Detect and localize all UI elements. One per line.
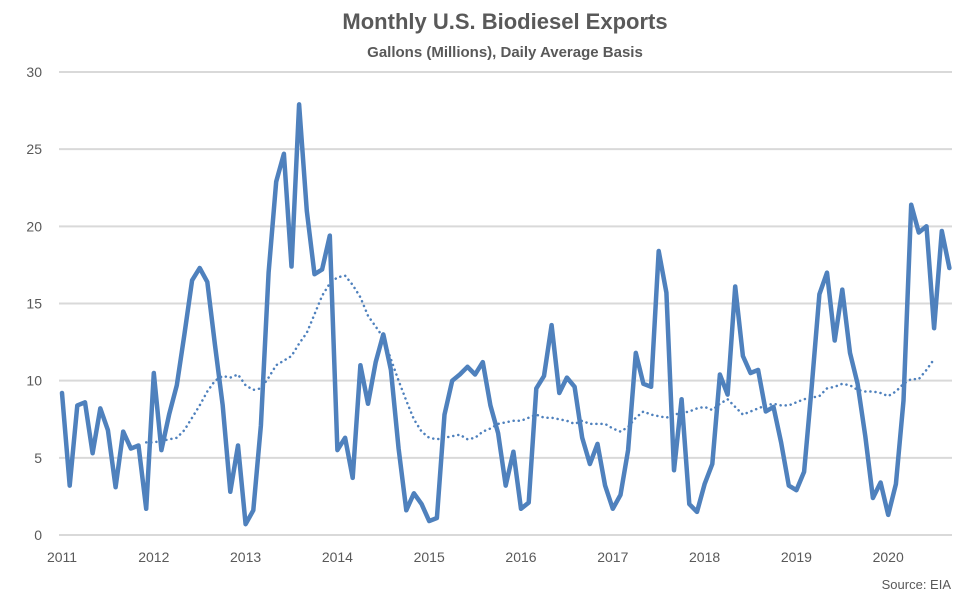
- y-tick-label: 20: [26, 218, 42, 234]
- source-note: Source: EIA: [882, 577, 952, 592]
- y-tick-label: 0: [34, 527, 42, 543]
- series-layer: [59, 102, 952, 527]
- x-tick-label: 2015: [414, 549, 445, 565]
- x-tick-label: 2012: [138, 549, 169, 565]
- y-tick-label: 5: [34, 450, 42, 466]
- x-tick-label: 2016: [505, 549, 536, 565]
- chart-subtitle: Gallons (Millions), Daily Average Basis: [367, 44, 643, 61]
- y-tick-label: 25: [26, 141, 42, 157]
- x-tick-label: 2018: [689, 549, 720, 565]
- chart-title: Monthly U.S. Biodiesel Exports: [342, 9, 667, 34]
- y-axis-ticks: 0 5 10 15 20 25 30: [26, 64, 42, 543]
- x-axis-ticks: 2011 2012 2013 2014 2015 2016 2017 2018 2019 2020: [47, 549, 904, 565]
- monthly-exports-line: [59, 102, 952, 527]
- y-tick-label: 30: [26, 64, 42, 80]
- x-tick-label: 2019: [781, 549, 812, 565]
- y-tick-label: 10: [26, 373, 42, 389]
- x-tick-label: 2020: [873, 549, 904, 565]
- moving-average-line: [144, 274, 936, 444]
- y-tick-label: 15: [26, 296, 42, 312]
- x-tick-label: 2014: [322, 549, 353, 565]
- x-tick-label: 2013: [230, 549, 261, 565]
- x-tick-label: 2011: [47, 549, 77, 565]
- x-tick-label: 2017: [597, 549, 628, 565]
